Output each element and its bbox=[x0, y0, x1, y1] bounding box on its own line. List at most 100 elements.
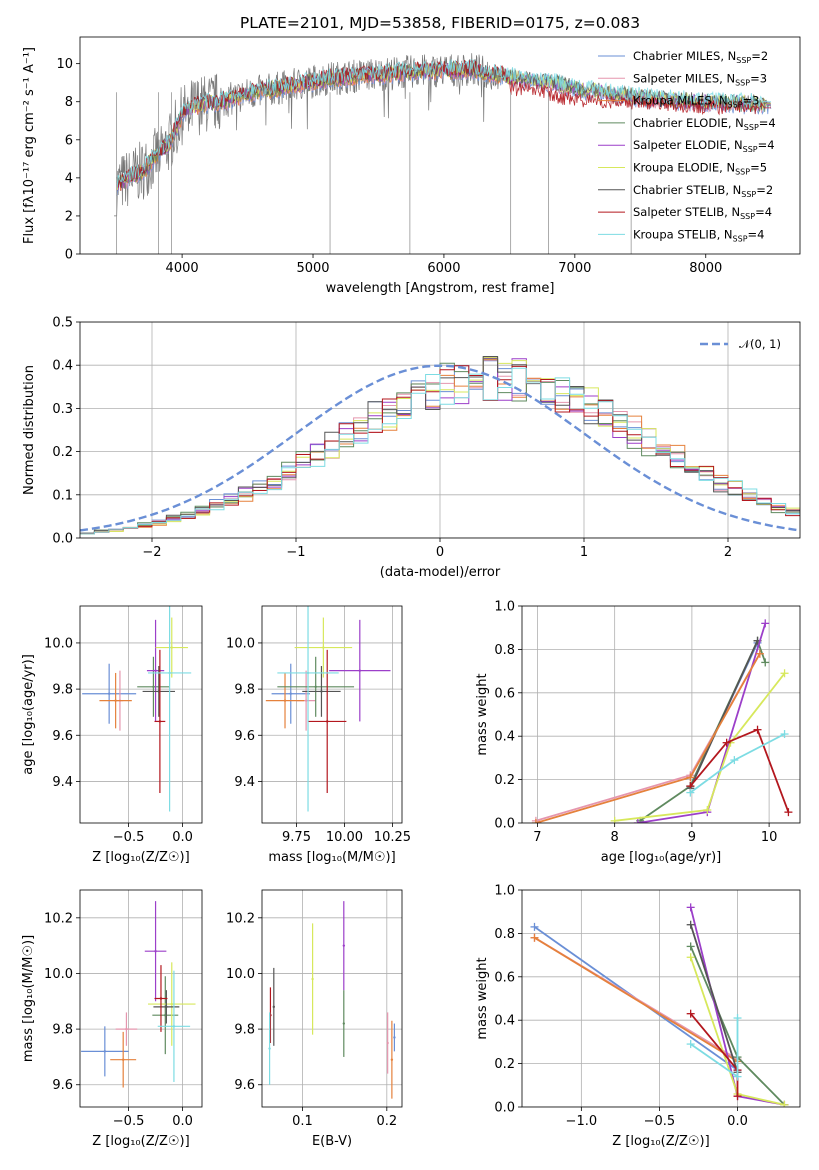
data-point bbox=[304, 699, 308, 702]
point-errorbar bbox=[154, 649, 166, 793]
mass-weight-marker bbox=[530, 922, 539, 931]
x-axis-label: age [log₁₀(age/yr)] bbox=[601, 850, 722, 865]
legend-text: Kroupa ELODIE, N bbox=[633, 161, 735, 175]
y-tick-label: 1.0 bbox=[494, 600, 515, 615]
point-errorbar bbox=[144, 901, 167, 1002]
y-tick-label: 0.2 bbox=[494, 1057, 515, 1072]
mass-weight-marker bbox=[530, 933, 539, 942]
mass-weight-line bbox=[534, 936, 738, 1063]
model-spectrum bbox=[116, 59, 771, 188]
x-tick-label: 0.1 bbox=[292, 1114, 313, 1129]
y-tick-label: 0.4 bbox=[52, 359, 73, 374]
y-tick-label: 0 bbox=[65, 248, 73, 263]
data-point bbox=[342, 944, 346, 947]
x-tick-label: 5000 bbox=[296, 261, 329, 276]
point-errorbar bbox=[155, 617, 188, 678]
y-tick-label: 0.8 bbox=[494, 643, 515, 658]
data-point bbox=[342, 1022, 346, 1025]
point-errorbar bbox=[308, 649, 347, 793]
x-tick-label: 10 bbox=[761, 830, 778, 845]
legend-nssp: =4 bbox=[759, 116, 776, 130]
data-point bbox=[154, 669, 157, 672]
axes-frame bbox=[79, 36, 801, 255]
data-point bbox=[159, 997, 163, 1000]
data-point bbox=[390, 1058, 394, 1061]
legend-nssp: =3 bbox=[743, 94, 760, 108]
mass-weight-marker bbox=[686, 920, 695, 929]
y-tick-label: 0.2 bbox=[52, 445, 73, 460]
point-errorbar bbox=[277, 606, 339, 812]
point-errorbar bbox=[115, 1012, 138, 1046]
legend-subscript: SSP bbox=[740, 212, 755, 221]
x-axis-label: Z [log₁₀(Z/Z☉)] bbox=[612, 1134, 709, 1149]
data-point bbox=[326, 720, 329, 723]
mass-weight-marker bbox=[733, 1014, 742, 1023]
y-tick-label: 9.6 bbox=[234, 729, 255, 744]
legend-subscript: SSP bbox=[733, 234, 748, 243]
x-axis-label: Z [log₁₀(Z/Z☉)] bbox=[92, 1134, 189, 1149]
legend-label: Salpeter ELODIE, NSSP=4 bbox=[633, 138, 775, 154]
y-axis-label: age [log₁₀(age/yr)] bbox=[21, 654, 36, 775]
grid bbox=[522, 606, 800, 823]
mass-weight-marker bbox=[784, 808, 793, 817]
mass-weight-marker bbox=[755, 649, 764, 658]
y-tick-label: 0.1 bbox=[52, 488, 73, 503]
legend-text: Salpeter ELODIE, N bbox=[633, 138, 743, 152]
mass-weight-marker bbox=[733, 1072, 742, 1081]
x-axis-label: E(B-V) bbox=[312, 1134, 352, 1149]
plot-area bbox=[80, 890, 202, 1107]
data-point bbox=[283, 699, 287, 702]
data-point bbox=[107, 692, 111, 695]
panel-mass-weight-vs-Z: −1.0 −0.5 0.0 0.0 0.2 0.4 0.6 0.8 1.0 Z [log₁₀(Z/… bbox=[475, 884, 801, 1149]
y-tick-label: 10 bbox=[56, 57, 73, 72]
mass-weight-marker bbox=[703, 805, 712, 814]
mass-weight-marker bbox=[780, 730, 789, 739]
x-tick-label: −0.5 bbox=[113, 1114, 145, 1129]
axes-frame bbox=[261, 605, 403, 824]
point-errorbar bbox=[82, 663, 137, 724]
gaussian-curve bbox=[80, 364, 800, 532]
point-errorbar bbox=[277, 656, 355, 717]
mass-weight-marker bbox=[780, 1100, 789, 1107]
x-tick-label: 0.0 bbox=[727, 1114, 748, 1129]
point-errorbar bbox=[393, 1023, 396, 1052]
mass-weight-marker bbox=[531, 819, 540, 823]
plot-area bbox=[80, 606, 202, 823]
mass-weight-marker bbox=[722, 738, 731, 747]
data-point bbox=[268, 1047, 271, 1050]
y-tick-label: 9.6 bbox=[52, 729, 73, 744]
legend-subscript: SSP bbox=[736, 56, 751, 65]
data-point bbox=[103, 1050, 107, 1053]
x-tick-label: 10.00 bbox=[326, 830, 363, 845]
plot-area bbox=[262, 606, 402, 823]
x-tick-label: 9 bbox=[688, 830, 696, 845]
point-errorbar bbox=[294, 617, 353, 678]
data-point bbox=[272, 1005, 276, 1009]
point-errorbar bbox=[265, 672, 305, 729]
legend-nssp: =4 bbox=[758, 138, 775, 152]
mass-weight-marker bbox=[753, 725, 762, 734]
data-point bbox=[158, 720, 162, 723]
x-axis-label: Z [log₁₀(Z/Z☉)] bbox=[92, 850, 189, 865]
mass-weight-line bbox=[689, 640, 759, 789]
x-axis-label: wavelength [Angstrom, rest frame] bbox=[326, 281, 555, 296]
legend-text: Chabrier ELODIE, N bbox=[633, 116, 744, 130]
mass-weight-marker bbox=[686, 953, 695, 962]
y-tick-label: 9.8 bbox=[234, 1023, 255, 1038]
point-errorbar bbox=[302, 666, 341, 717]
point-errorbar bbox=[268, 1012, 271, 1085]
y-axis-label: mass [log₁₀(M/M☉)] bbox=[21, 935, 36, 1062]
mass-weight-marker bbox=[761, 658, 770, 667]
legend-subscript: SSP bbox=[741, 190, 756, 199]
x-tick-label: −1.0 bbox=[566, 1114, 598, 1129]
grid bbox=[80, 890, 202, 1107]
y-axis-label: mass weight bbox=[475, 673, 490, 755]
mass-weight-marker bbox=[633, 819, 642, 823]
histogram-step bbox=[80, 367, 800, 535]
y-tick-label: 9.6 bbox=[234, 1078, 255, 1093]
legend-subscript: SSP bbox=[735, 168, 750, 177]
panel-spectrum: 4000 5000 6000 7000 8000 0 2 4 6 8 10 wavelength [A… bbox=[22, 36, 801, 296]
data-point bbox=[320, 690, 323, 693]
point-errorbar bbox=[99, 672, 132, 729]
